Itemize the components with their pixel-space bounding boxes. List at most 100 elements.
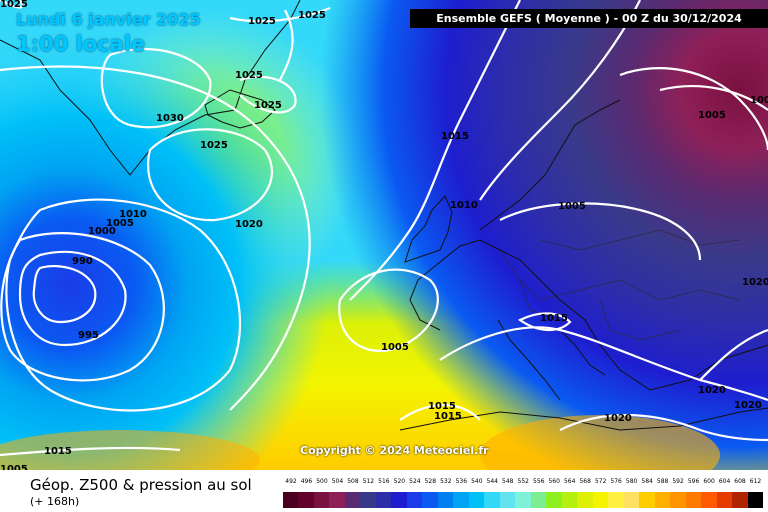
- isobar-label: 1020: [742, 277, 768, 288]
- isobar-label: 1025: [254, 100, 282, 111]
- legend-label: 592: [672, 478, 684, 485]
- legend-label: 516: [378, 478, 390, 485]
- legend-label: 524: [409, 478, 421, 485]
- legend-swatch: [422, 492, 438, 508]
- legend-swatch: [391, 492, 407, 508]
- legend-swatch: [561, 492, 578, 508]
- legend-swatch: [747, 492, 764, 508]
- isobar-label: 1020: [235, 219, 263, 230]
- legend-swatch: [716, 492, 733, 508]
- legend-label: 584: [641, 478, 653, 485]
- legend-label: 548: [502, 478, 514, 485]
- legend-label: 600: [703, 478, 715, 485]
- isobar-label: 1005: [698, 110, 726, 121]
- legend-label: 560: [548, 478, 560, 485]
- isobar-label: 1005: [381, 342, 409, 353]
- legend-label: 544: [486, 478, 498, 485]
- isobar-label: 1020: [698, 385, 726, 396]
- legend-label: 512: [362, 478, 375, 485]
- legend-swatch: [546, 492, 562, 508]
- isobar-label: 1005: [558, 201, 586, 212]
- legend-label: 564: [563, 478, 576, 485]
- map-footer: Géop. Z500 & pression au sol (+ 168h) 49…: [0, 470, 768, 512]
- map-canvas: [0, 0, 768, 470]
- legend-label: 520: [393, 478, 406, 485]
- coastlines: [0, 0, 768, 431]
- legend-label: 492: [285, 478, 297, 485]
- legend-swatch: [313, 492, 330, 508]
- valid-date: Lundi 6 janvier 2025: [16, 10, 201, 29]
- isobar-label: 1025: [0, 0, 28, 10]
- map-title: Géop. Z500 & pression au sol: [30, 476, 252, 494]
- legend-swatch: [499, 492, 516, 508]
- isobar-label: 1025: [235, 70, 263, 81]
- isobar-label: 1010: [450, 200, 478, 211]
- legend-swatch: [701, 492, 717, 508]
- isobar-label: 1025: [248, 16, 276, 27]
- model-run-info: Ensemble GEFS ( Moyenne ) - 00 Z du 30/1…: [410, 9, 768, 28]
- legend-swatch: [515, 492, 531, 508]
- legend-swatch: [608, 492, 624, 508]
- isobar-label: 1015: [44, 446, 72, 457]
- isobar-label: 1015: [441, 131, 469, 142]
- legend-label: 528: [424, 478, 437, 485]
- field-sahara: [480, 415, 720, 470]
- isobar-label: 1005: [106, 218, 134, 229]
- legend-label: 552: [517, 478, 529, 485]
- legend-label: 500: [316, 478, 328, 485]
- legend-label: 580: [625, 478, 638, 485]
- isobar-label: 990: [72, 256, 93, 267]
- isobar-label: 1015: [540, 313, 568, 324]
- legend-swatch: [329, 492, 345, 508]
- isobar-label: 1025: [298, 10, 326, 21]
- legend-swatch: [344, 492, 361, 508]
- legend-swatch: [283, 492, 299, 508]
- legend-swatch: [468, 492, 485, 508]
- legend-swatch: [484, 492, 500, 508]
- legend-swatch: [654, 492, 671, 508]
- legend-swatch: [406, 492, 423, 508]
- local-time: 1:00 locale: [16, 32, 146, 56]
- legend-swatch: [375, 492, 392, 508]
- legend-swatch: [360, 492, 376, 508]
- isobar-label: 1020: [734, 400, 762, 411]
- borders: [499, 229, 741, 341]
- legend-label: 556: [533, 478, 545, 485]
- legend-labels: 492 496 500 504 508 512 516 520 524 528 532 536 540 5…: [283, 478, 763, 490]
- isobar-label: 1010: [119, 209, 147, 220]
- legend-swatch: [670, 492, 686, 508]
- isobars: [0, 0, 768, 457]
- copyright-notice: Copyright © 2024 Meteociel.fr: [300, 444, 489, 457]
- legend-label: 576: [610, 478, 622, 485]
- legend-label: 540: [471, 478, 483, 485]
- legend-swatch: [453, 492, 469, 508]
- field-atlantic-south: [0, 430, 260, 470]
- legend-swatch: [577, 492, 593, 508]
- legend-swatch: [592, 492, 609, 508]
- legend-label: 504: [331, 478, 344, 485]
- isobar-label: 1000: [88, 226, 116, 237]
- legend-swatch: [298, 492, 314, 508]
- forecast-range: (+ 168h): [30, 495, 80, 508]
- legend-label: 572: [594, 478, 607, 485]
- legend-label: 568: [579, 478, 591, 485]
- legend-label: 612: [749, 478, 762, 485]
- legend-label: 604: [718, 478, 731, 485]
- isobar-label: 1000: [750, 95, 768, 106]
- z500-color-legend: 492 496 500 504 508 512 516 520 524 528 532 536 540 5…: [283, 478, 764, 508]
- isobar-label: 1030: [156, 113, 184, 124]
- legend-swatch: [530, 492, 547, 508]
- legend-label: 536: [455, 478, 468, 485]
- legend-swatch: [437, 492, 454, 508]
- isobar-label: 1020: [604, 413, 632, 424]
- legend-label: 588: [656, 478, 669, 485]
- legend-color-bar: [283, 492, 764, 508]
- isobar-label: 1005: [0, 465, 28, 470]
- legend-label: 532: [440, 478, 452, 485]
- isobar-label: 1015: [428, 401, 456, 412]
- isobar-label: 1025: [200, 140, 228, 151]
- legend-label: 596: [687, 478, 700, 485]
- legend-swatch: [639, 492, 655, 508]
- legend-label: 508: [347, 478, 359, 485]
- legend-swatch: [732, 492, 748, 508]
